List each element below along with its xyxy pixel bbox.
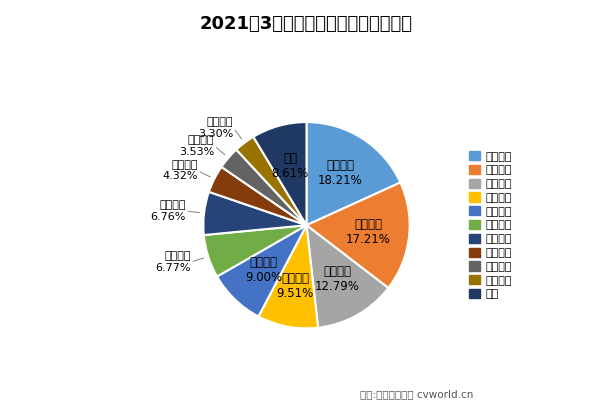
Text: 其他
8.61%: 其他 8.61% [272,152,308,180]
Text: 江淮汽车
3.30%: 江淮汽车 3.30% [198,117,234,139]
Wedge shape [306,122,400,225]
Wedge shape [204,225,306,276]
Wedge shape [259,225,318,328]
Text: 玉柴集团
17.21%: 玉柴集团 17.21% [346,218,390,246]
Legend: 云内动力, 玉柴集团, 安徽全柴, 福田汽车, 一汽解放, 江铃汽车, 东风股份, 长城汽车, 上汽动力, 江淮汽车, 其他: 云内动力, 玉柴集团, 安徽全柴, 福田汽车, 一汽解放, 江铃汽车, 东风股份… [466,149,514,301]
Wedge shape [204,192,306,235]
Text: 上汽动力
3.53%: 上汽动力 3.53% [179,135,215,156]
Wedge shape [306,183,409,288]
Wedge shape [221,150,306,225]
Wedge shape [217,225,306,316]
Text: 制图:第一商用车网 cvworld.cn: 制图:第一商用车网 cvworld.cn [360,389,473,399]
Text: 长城汽车
4.32%: 长城汽车 4.32% [162,160,198,181]
Wedge shape [237,137,306,225]
Wedge shape [253,122,306,225]
Text: 一汽解放
9.00%: 一汽解放 9.00% [245,256,282,284]
Title: 2021年3月份柴油机市场前十企业份额: 2021年3月份柴油机市场前十企业份额 [200,15,413,33]
Text: 福田汽车
9.51%: 福田汽车 9.51% [276,272,314,300]
Text: 安徽全柴
12.79%: 安徽全柴 12.79% [314,265,359,293]
Wedge shape [306,225,388,328]
Text: 云内动力
18.21%: 云内动力 18.21% [318,159,362,187]
Text: 江铃汽车
6.77%: 江铃汽车 6.77% [155,251,191,273]
Wedge shape [209,167,306,225]
Text: 东风股份
6.76%: 东风股份 6.76% [150,200,186,222]
